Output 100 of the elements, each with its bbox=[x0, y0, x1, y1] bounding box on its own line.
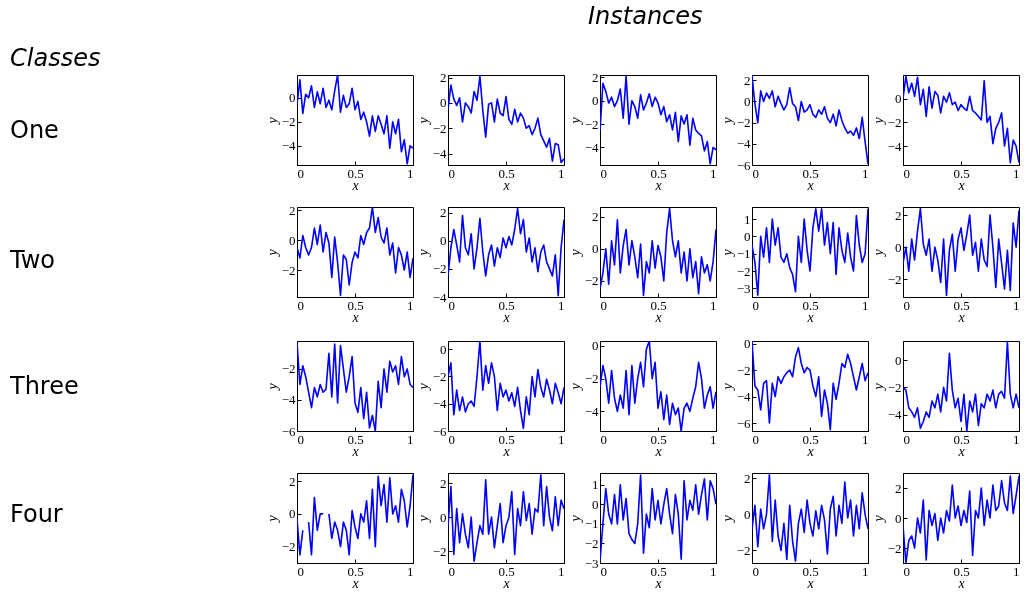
y-tick-label: 0 bbox=[895, 510, 902, 526]
y-tick-label: 1 bbox=[744, 211, 751, 227]
y-tick-label: 0 bbox=[289, 90, 296, 106]
x-tick-label: 1 bbox=[558, 431, 565, 447]
y-tick-label: 0 bbox=[744, 93, 751, 109]
line-series bbox=[600, 75, 716, 165]
y-axis-title: y bbox=[719, 382, 735, 392]
line-series bbox=[448, 473, 564, 563]
y-tick-label: −6 bbox=[736, 415, 751, 431]
y-tick-label: −2 bbox=[584, 273, 599, 289]
y-tick-label: 2 bbox=[440, 205, 447, 221]
line-series bbox=[297, 75, 413, 165]
text: Three bbox=[10, 372, 79, 400]
y-tick-label: −2 bbox=[736, 542, 751, 558]
y-tick-label: 0 bbox=[895, 352, 902, 368]
y-tick-label: 0 bbox=[592, 496, 599, 512]
y-tick-label: −2 bbox=[584, 371, 599, 387]
x-tick-label: 1 bbox=[862, 431, 869, 447]
y-tick-label: −2 bbox=[281, 262, 296, 278]
y-tick-label: −4 bbox=[281, 392, 296, 408]
y-tick-label: −4 bbox=[432, 396, 447, 412]
y-tick-label: −4 bbox=[432, 146, 447, 162]
line-series bbox=[903, 341, 1019, 431]
y-tick-label: −4 bbox=[281, 138, 296, 154]
y-axis-title: y bbox=[719, 116, 735, 126]
y-tick-label: 0 bbox=[744, 228, 751, 244]
x-tick-label: 1 bbox=[558, 165, 565, 181]
y-tick-label: 0 bbox=[440, 341, 447, 357]
y-tick-label: 0 bbox=[289, 506, 296, 522]
y-tick-label: −2 bbox=[432, 261, 447, 277]
x-tick-label: 1 bbox=[1013, 563, 1020, 579]
x-tick-label: 1 bbox=[862, 165, 869, 181]
y-tick-label: −2 bbox=[432, 120, 447, 136]
x-tick-label: 1 bbox=[1013, 297, 1020, 313]
y-tick-label: −1 bbox=[736, 246, 751, 262]
y-tick-label: −2 bbox=[736, 362, 751, 378]
y-axis-title: y bbox=[870, 116, 886, 126]
x-tick-label: 1 bbox=[407, 431, 414, 447]
y-tick-label: −1 bbox=[584, 516, 599, 532]
y-tick-label: −2 bbox=[736, 263, 751, 279]
y-axis-title: y bbox=[567, 116, 583, 126]
y-tick-label: 0 bbox=[895, 239, 902, 255]
line-series bbox=[752, 474, 868, 562]
y-axis-title: y bbox=[415, 248, 431, 258]
y-axis-title: y bbox=[264, 514, 280, 524]
x-tick-label: 1 bbox=[862, 563, 869, 579]
line-series bbox=[600, 207, 716, 297]
y-tick-label: −2 bbox=[432, 368, 447, 384]
y-tick-label: 2 bbox=[744, 72, 751, 88]
y-tick-label: 0 bbox=[440, 233, 447, 249]
y-tick-label: −2 bbox=[281, 361, 296, 377]
x-tick-label: 1 bbox=[710, 165, 717, 181]
y-tick-label: −6 bbox=[736, 157, 751, 173]
y-axis-title: y bbox=[870, 382, 886, 392]
line-series bbox=[448, 75, 564, 164]
line-series bbox=[297, 341, 413, 431]
y-axis-title: y bbox=[567, 382, 583, 392]
line-series bbox=[297, 207, 413, 297]
y-tick-label: −2 bbox=[584, 535, 599, 551]
y-tick-label: −2 bbox=[887, 271, 902, 287]
x-tick-label: 1 bbox=[407, 297, 414, 313]
x-tick-label: 1 bbox=[710, 431, 717, 447]
line-series bbox=[752, 207, 868, 297]
y-axis-title: y bbox=[415, 514, 431, 524]
y-tick-label: 0 bbox=[440, 509, 447, 525]
x-tick-label: 1 bbox=[407, 165, 414, 181]
line-series bbox=[903, 475, 1019, 563]
y-tick-label: 0 bbox=[289, 232, 296, 248]
y-tick-label: −6 bbox=[432, 423, 447, 439]
y-tick-label: −6 bbox=[281, 423, 296, 439]
y-axis-title: y bbox=[567, 514, 583, 524]
y-axis-title: y bbox=[264, 116, 280, 126]
y-axis-title: y bbox=[870, 514, 886, 524]
y-tick-label: 0 bbox=[744, 336, 751, 352]
line-series bbox=[600, 341, 716, 431]
text: Classes bbox=[10, 44, 101, 72]
y-tick-label: 1 bbox=[592, 477, 599, 493]
y-tick-label: 2 bbox=[289, 473, 296, 489]
line-series bbox=[752, 75, 868, 165]
x-tick-label: 1 bbox=[407, 563, 414, 579]
text: One bbox=[10, 116, 59, 144]
y-tick-label: 0 bbox=[592, 241, 599, 257]
y-tick-label: −2 bbox=[281, 114, 296, 130]
y-tick-label: 2 bbox=[289, 202, 296, 218]
y-tick-label: −2 bbox=[887, 114, 902, 130]
line-series bbox=[903, 207, 1019, 297]
y-tick-label: −4 bbox=[887, 138, 902, 154]
x-tick-label: 1 bbox=[710, 297, 717, 313]
y-tick-label: 2 bbox=[592, 209, 599, 225]
x-tick-label: 1 bbox=[558, 297, 565, 313]
x-tick-label: 1 bbox=[710, 563, 717, 579]
text: Instances bbox=[588, 2, 703, 30]
y-tick-label: −2 bbox=[736, 115, 751, 131]
y-tick-label: −2 bbox=[887, 379, 902, 395]
y-tick-label: −4 bbox=[432, 289, 447, 305]
line-series bbox=[600, 474, 716, 562]
y-tick-label: −3 bbox=[736, 280, 751, 296]
y-axis-title: y bbox=[264, 248, 280, 258]
y-tick-label: 2 bbox=[592, 69, 599, 85]
x-tick-label: 1 bbox=[1013, 165, 1020, 181]
